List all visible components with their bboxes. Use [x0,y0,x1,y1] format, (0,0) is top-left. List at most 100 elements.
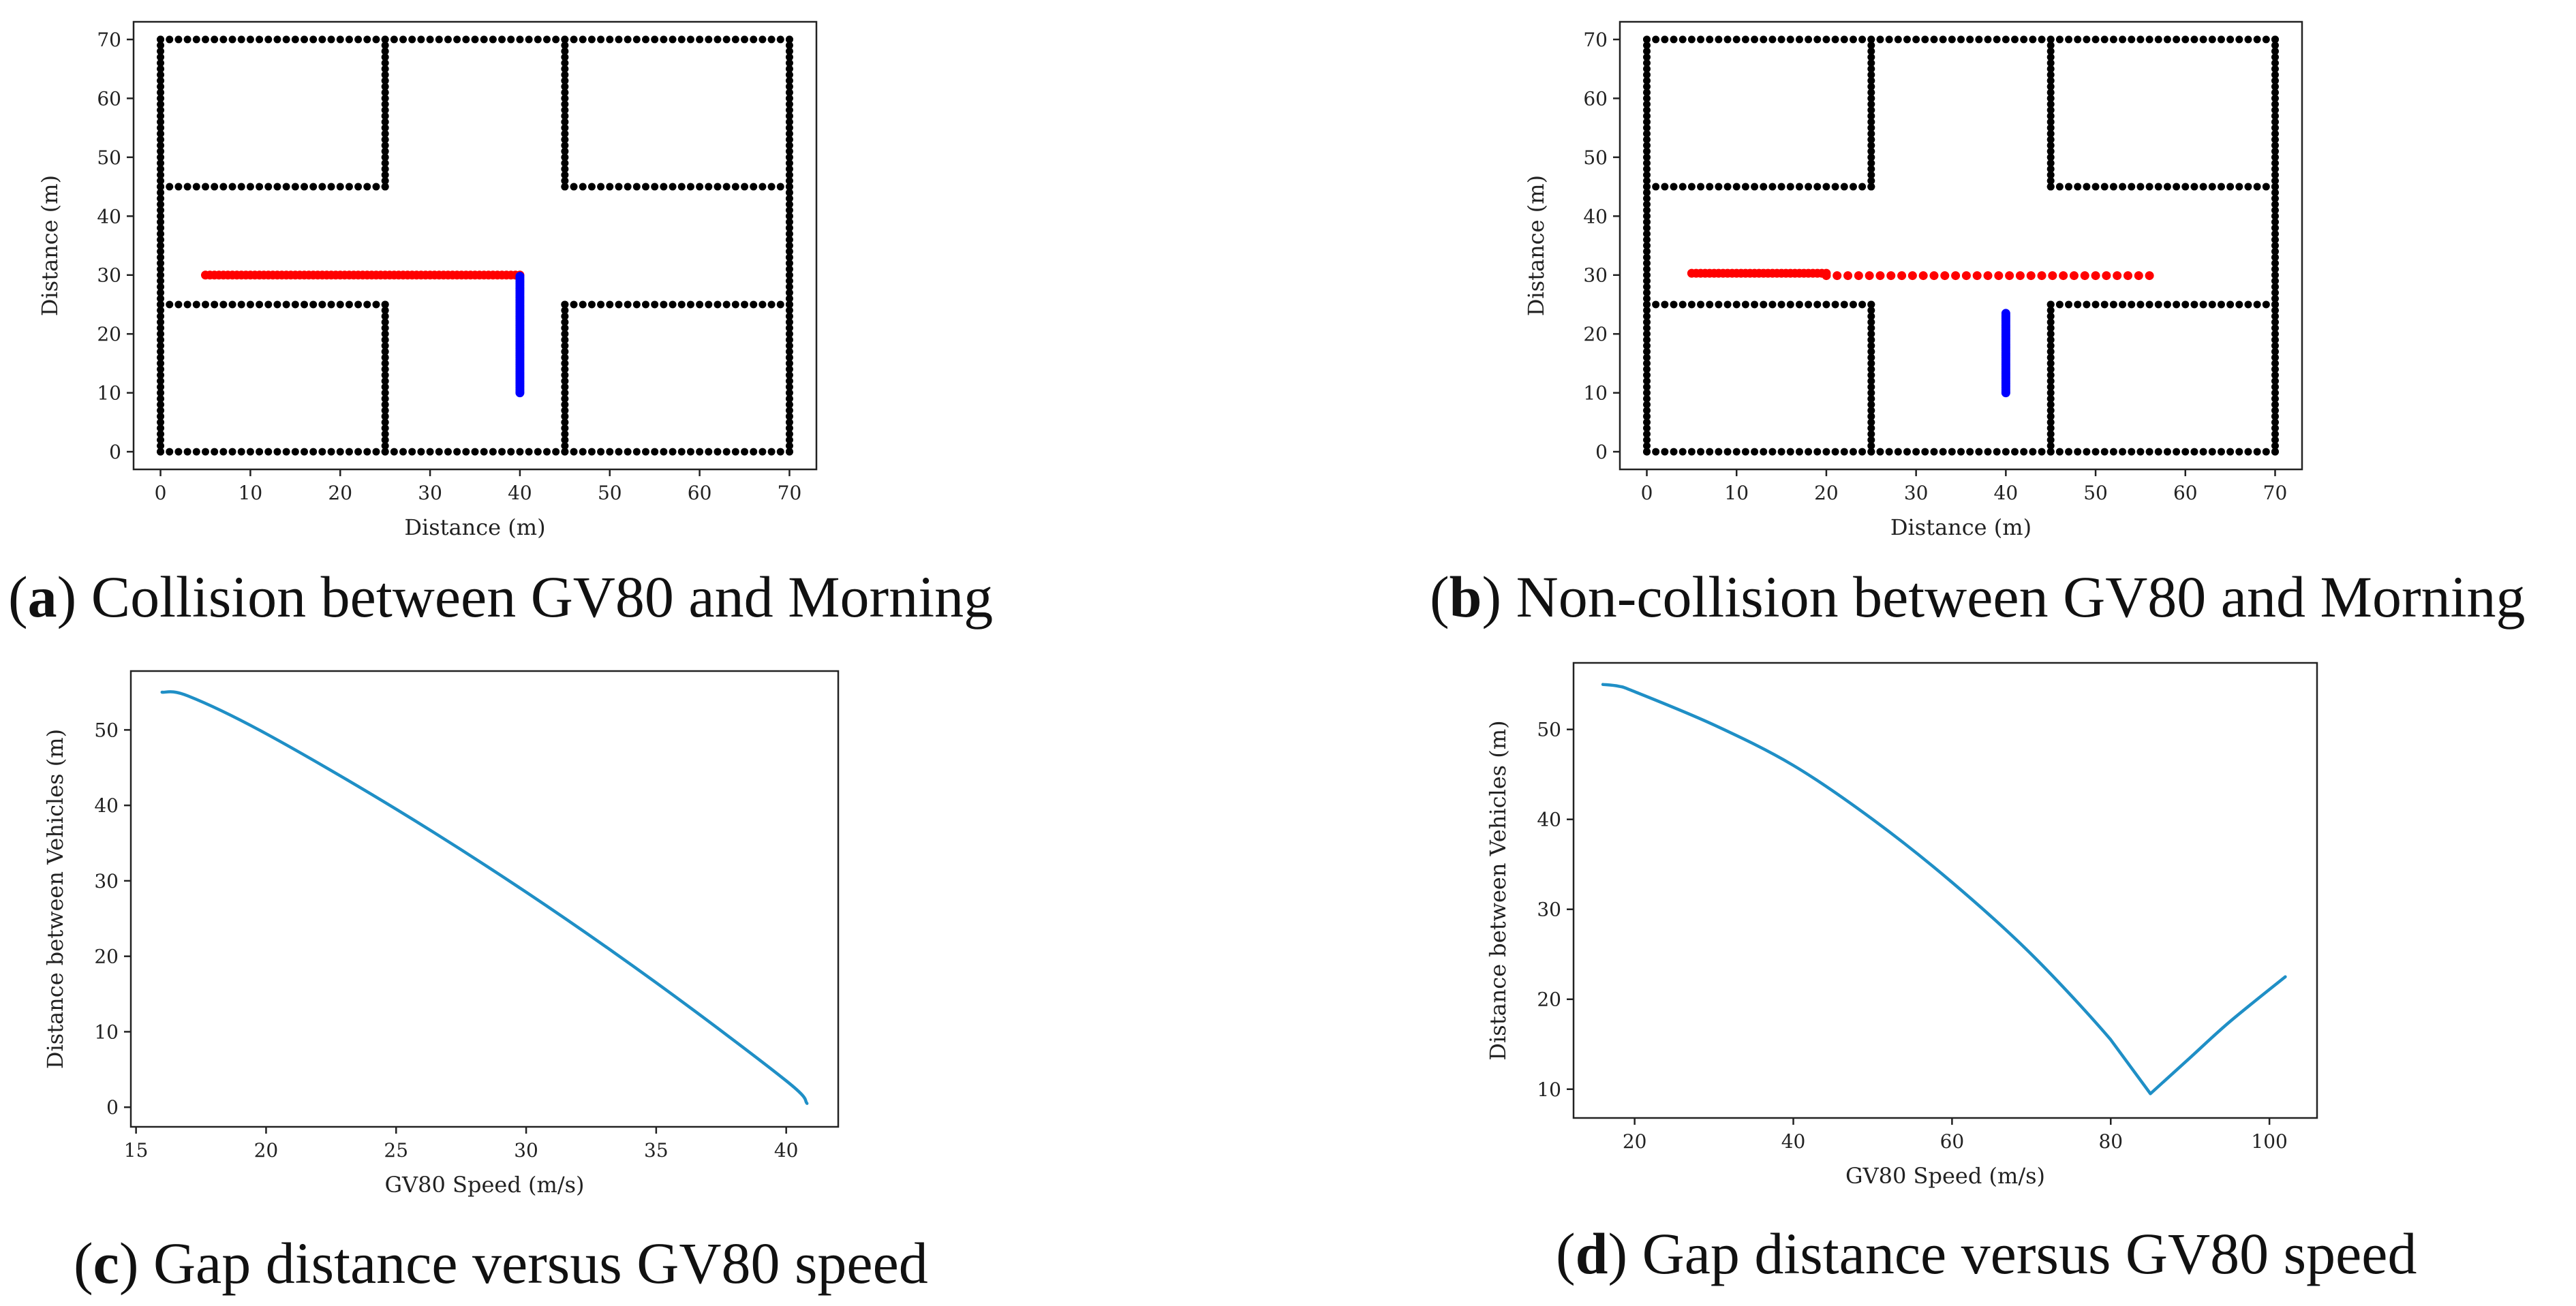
wall-point [157,330,165,338]
wall-point [2145,35,2153,44]
wall-point [2199,183,2207,191]
wall-point [2271,300,2279,309]
wall-point [785,365,793,373]
wall-point [2208,300,2216,309]
y-axis-label: Distance (m) [1523,175,1549,316]
wall-point [1706,300,1714,309]
wall-point [2100,448,2109,456]
x-tick-label: 40 [774,1139,799,1162]
x-tick-label: 20 [1814,482,1839,504]
y-tick-label: 60 [1583,87,1608,110]
wall-point [1939,448,1947,456]
wall-point [2011,448,2019,456]
wall-point [1723,183,1732,191]
wall-point [291,300,299,309]
wall-point [444,35,452,44]
y-tick-label: 50 [94,719,119,741]
wall-point [273,183,281,191]
gv80-trajectory-point [1994,271,2004,281]
wall-point [2235,35,2243,44]
wall-point [354,35,363,44]
wall-point [381,82,389,91]
wall-point [561,42,569,50]
wall-point [1723,35,1732,44]
wall-point [642,448,649,456]
wall-point [1813,35,1822,44]
wall-point [785,283,793,291]
wall-point [2046,82,2055,91]
wall-point [561,124,569,132]
wall-point [542,448,551,456]
wall-point [561,377,569,385]
wall-point [2046,183,2055,191]
wall-point [1643,153,1651,161]
wall-point [157,142,165,150]
wall-point [157,159,165,167]
wall-point [2046,89,2055,97]
wall-point [785,394,793,403]
wall-point [1867,100,1875,108]
wall-point [651,35,659,44]
y-tick-label: 0 [106,1096,119,1119]
wall-point [1706,35,1714,44]
wall-point [1777,300,1785,309]
wall-point [2181,35,2190,44]
wall-point [767,300,776,309]
gv80-trajectory-point [2080,271,2089,281]
wall-point [157,300,165,309]
wall-point [336,35,344,44]
wall-point [696,300,704,309]
wall-point [1643,200,1651,208]
x-tick-label: 40 [1781,1130,1806,1153]
wall-point [516,35,524,44]
wall-point [1643,247,1651,255]
wall-point [327,183,335,191]
wall-point [1643,89,1651,97]
wall-point [157,100,165,108]
wall-point [2235,183,2243,191]
wall-point [785,65,793,73]
wall-point [363,183,371,191]
gv80-trajectory-point [1897,271,1907,281]
wall-point [246,35,254,44]
wall-point [157,389,165,397]
wall-point [785,401,793,409]
wall-point [1643,165,1651,173]
wall-point [211,300,219,309]
wall-point [2226,300,2235,309]
wall-point [157,118,165,126]
wall-point [686,448,694,456]
gv80-trajectory-point [1940,271,1950,281]
wall-point [1643,371,1651,379]
wall-point [1697,35,1705,44]
wall-point [2173,448,2181,456]
wall-point [157,194,165,202]
wall-point [372,448,380,456]
wall-point [157,147,165,155]
wall-point [157,359,165,367]
wall-point [561,436,569,444]
gv80-trajectory-point [2005,271,2014,281]
wall-point [660,183,668,191]
wall-point [219,300,228,309]
wall-point [1867,312,1875,320]
wall-point [2271,206,2279,215]
wall-point [1643,265,1651,273]
wall-point [2046,35,2055,44]
wall-point [2128,183,2136,191]
y-tick-label: 40 [97,205,121,228]
wall-point [587,300,596,309]
wall-point [1643,176,1651,185]
wall-point [157,165,165,173]
wall-point [785,383,793,391]
wall-point [561,424,569,432]
wall-point [525,448,533,456]
wall-point [354,448,363,456]
wall-point [2128,448,2136,456]
wall-point [157,129,165,138]
wall-point [1670,448,1678,456]
gv80-trajectory-point [1961,271,1971,281]
wall-point [1687,183,1696,191]
wall-point [1678,35,1687,44]
gv80-trajectory-point [1865,271,1874,281]
